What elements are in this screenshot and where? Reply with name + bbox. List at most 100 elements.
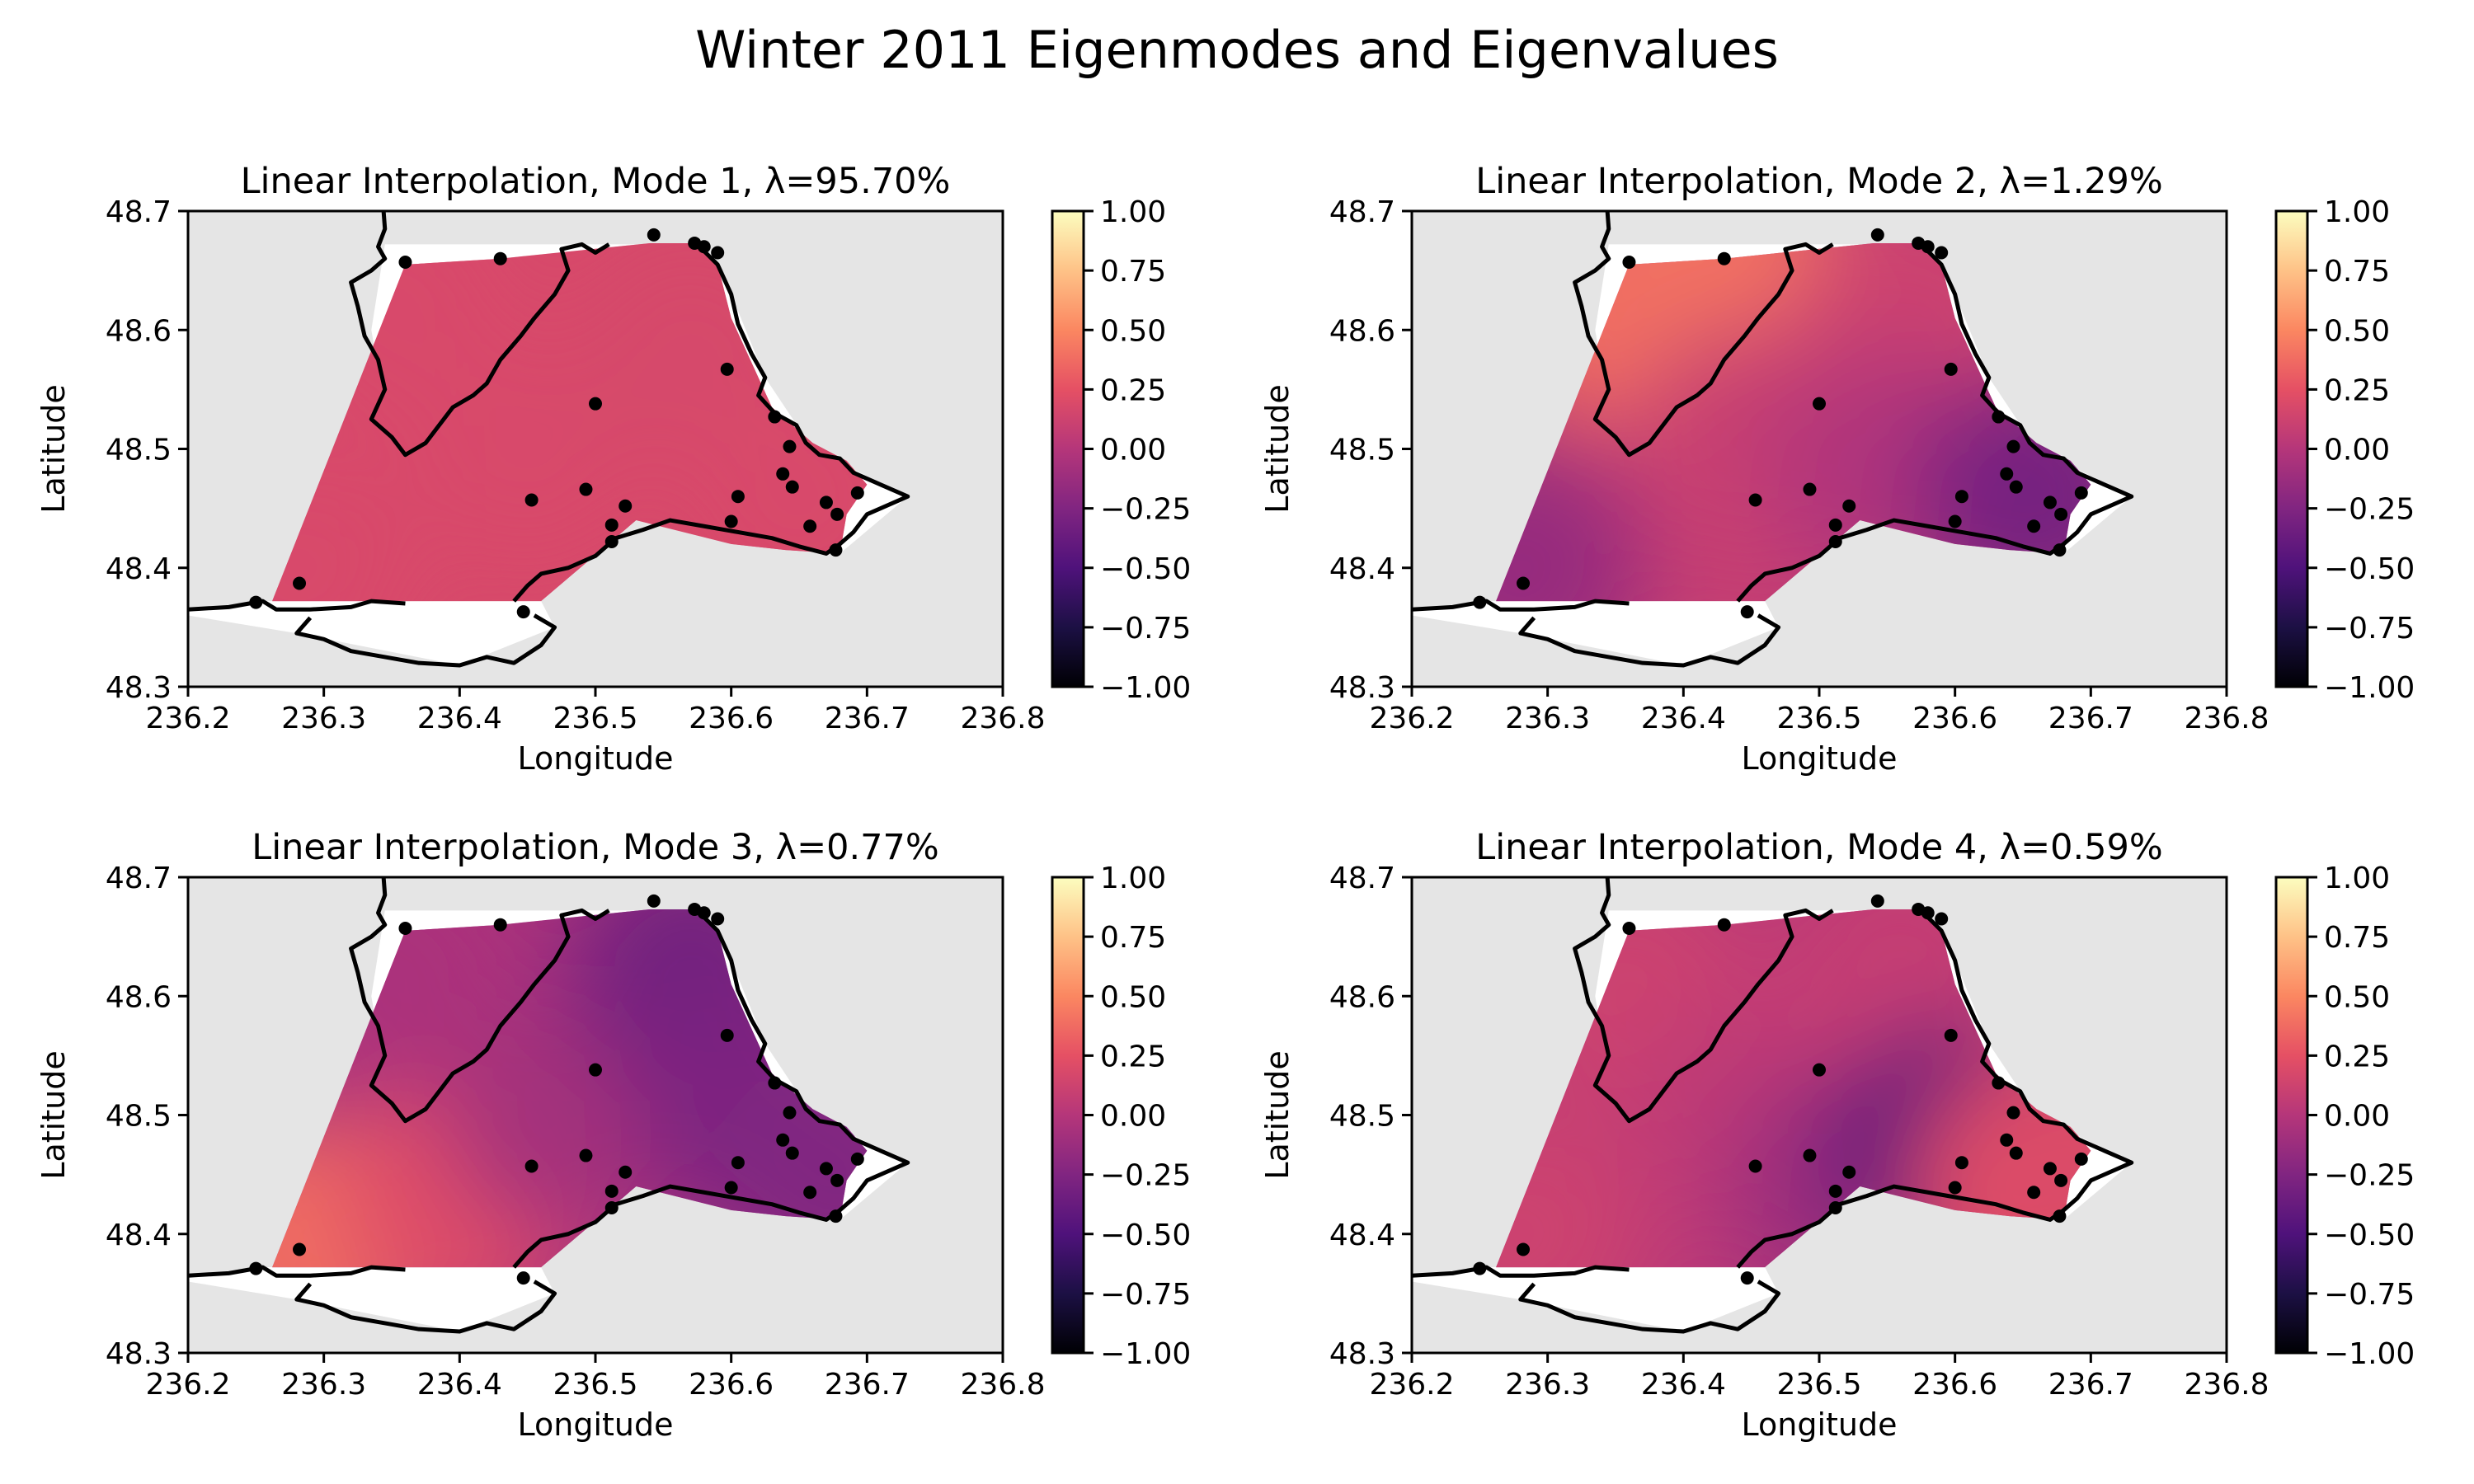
station-point <box>783 1106 797 1120</box>
y-tick-label: 48.7 <box>106 195 172 229</box>
y-tick-label: 48.3 <box>106 671 172 705</box>
colorbar-tick-label: 1.00 <box>1100 862 1166 895</box>
station-point <box>1748 1159 1762 1173</box>
y-tick-label: 48.5 <box>1329 1100 1395 1134</box>
colorbar-tick-label: 0.25 <box>2324 1040 2390 1073</box>
x-tick-label: 236.7 <box>2048 702 2133 735</box>
colorbar-tick-label: 0.25 <box>1100 1040 1166 1073</box>
panel-title: Linear Interpolation, Mode 2, λ=1.29% <box>1475 161 2162 202</box>
station-point <box>1935 246 1949 260</box>
station-point <box>1828 535 1842 549</box>
y-tick-label: 48.7 <box>106 862 172 895</box>
panel-mode-2: Linear Interpolation, Mode 2, λ=1.29% 236… <box>1259 161 2415 777</box>
colorbar-tick-label: 0.50 <box>2324 980 2390 1014</box>
colorbar <box>1052 877 1084 1353</box>
coastline <box>1573 210 1834 458</box>
x-tick-label: 236.7 <box>2048 1368 2133 1402</box>
field-sample <box>272 444 421 602</box>
y-tick-label: 48.3 <box>1329 1337 1395 1371</box>
station-point <box>618 1165 633 1179</box>
station-point <box>711 246 725 260</box>
station-point <box>1803 482 1817 496</box>
station-point <box>524 493 539 507</box>
x-tick-label: 236.6 <box>689 1368 774 1402</box>
colorbar-tick-label: 0.25 <box>2324 373 2390 407</box>
station-point <box>1622 256 1636 270</box>
y-tick-label: 48.5 <box>1329 434 1395 467</box>
station-point <box>1748 493 1762 507</box>
station-point <box>731 1156 745 1170</box>
x-tick-label: 236.6 <box>689 702 774 735</box>
station-point <box>249 595 263 609</box>
coastline <box>294 613 557 668</box>
colorbar-tick-label: 1.00 <box>2324 862 2390 895</box>
y-axis-label: Latitude <box>1259 384 1296 513</box>
colorbar-tick-label: −0.50 <box>1100 1219 1191 1252</box>
y-tick-label: 48.4 <box>1329 552 1395 586</box>
station-point <box>830 1173 844 1187</box>
station-point <box>293 1242 307 1256</box>
station-point <box>1717 251 1731 265</box>
station-point <box>829 1209 843 1223</box>
y-tick-label: 48.3 <box>106 1337 172 1371</box>
y-tick-label: 48.3 <box>1329 671 1395 705</box>
station-point <box>1813 397 1826 411</box>
x-tick-label: 236.8 <box>2184 1368 2269 1402</box>
station-point <box>720 362 734 376</box>
station-point <box>589 1063 602 1077</box>
y-axis-label: Latitude <box>35 384 72 513</box>
station-point <box>819 495 833 510</box>
colorbar-tick-label: 0.75 <box>1100 921 1166 955</box>
station-point <box>2043 495 2057 510</box>
x-tick-label: 236.3 <box>1505 702 1590 735</box>
colorbar-tick-label: 0.50 <box>1100 314 1166 348</box>
colorbar-tick-label: 0.00 <box>2324 434 2390 467</box>
station-point <box>768 1076 782 1090</box>
x-tick-label: 236.7 <box>825 1368 910 1402</box>
colorbar-tick-label: 0.75 <box>2324 921 2390 955</box>
colorbar-tick-label: 0.00 <box>1100 434 1166 467</box>
panel-mode-3: Linear Interpolation, Mode 3, λ=0.77% 236… <box>35 827 1191 1443</box>
station-point <box>697 240 711 254</box>
x-tick-label: 236.3 <box>1505 1368 1590 1402</box>
x-tick-label: 236.2 <box>1369 702 1454 735</box>
panel-title: Linear Interpolation, Mode 4, λ=0.59% <box>1475 827 2162 868</box>
panel-mode-1: Linear Interpolation, Mode 1, λ=95.70% 23… <box>35 161 1191 777</box>
colorbar-tick-label: −1.00 <box>2324 1337 2415 1371</box>
station-point <box>711 912 725 926</box>
station-point <box>829 543 843 557</box>
x-axis-label: Longitude <box>1742 740 1898 777</box>
station-point <box>2000 467 2014 481</box>
station-point <box>724 514 738 528</box>
x-tick-label: 236.2 <box>145 702 230 735</box>
station-point <box>2006 1106 2020 1120</box>
station-point <box>768 410 782 424</box>
station-point <box>785 480 799 494</box>
station-point <box>731 490 745 504</box>
colorbar-tick-label: 1.00 <box>1100 195 1166 229</box>
station-point <box>493 918 507 932</box>
station-point <box>724 1181 738 1195</box>
station-point <box>647 894 661 908</box>
y-tick-label: 48.6 <box>106 314 172 348</box>
colorbar-tick-label: 0.50 <box>2324 314 2390 348</box>
station-point <box>1948 1181 1962 1195</box>
colorbar-tick-label: −1.00 <box>1100 671 1191 705</box>
station-point <box>1813 1063 1826 1077</box>
station-point <box>1954 1156 1968 1170</box>
station-point <box>618 499 633 513</box>
station-point <box>1740 1271 1754 1285</box>
station-point <box>785 1146 799 1160</box>
coastline <box>1518 1280 1781 1334</box>
station-point <box>1992 410 2006 424</box>
station-point <box>1803 1148 1817 1162</box>
colorbar-tick-label: −0.75 <box>1100 1278 1191 1312</box>
station-point <box>1473 1261 1487 1275</box>
water-area <box>188 1267 555 1332</box>
station-point <box>2043 1162 2057 1176</box>
colorbar-tick-label: −1.00 <box>1100 1337 1191 1371</box>
x-tick-label: 236.3 <box>281 702 366 735</box>
x-tick-label: 236.8 <box>2184 702 2269 735</box>
y-tick-label: 48.6 <box>1329 314 1395 348</box>
station-point <box>783 439 797 453</box>
